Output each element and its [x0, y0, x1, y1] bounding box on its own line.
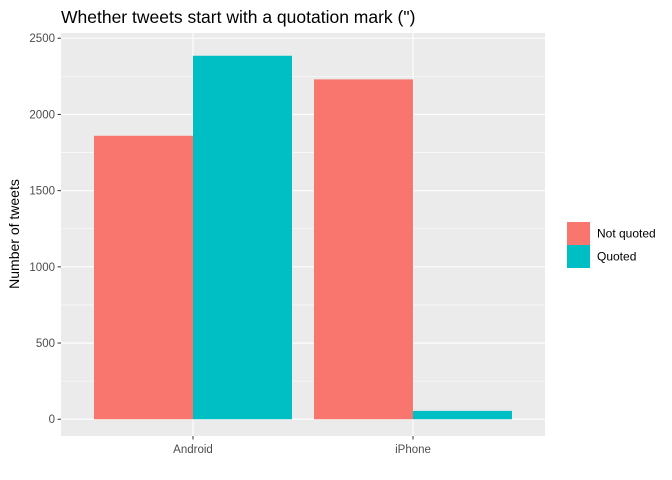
chart-title: Whether tweets start with a quotation ma…: [61, 7, 415, 27]
bar-android-not-quoted: [94, 135, 193, 420]
y-tick-label: 1000: [29, 262, 55, 274]
bar-iphone-quoted: [413, 410, 512, 420]
x-tick-label: Android: [173, 444, 213, 456]
y-tick-label: 2500: [29, 33, 55, 45]
bar-iphone-not-quoted: [314, 79, 413, 420]
y-tick-label: 0: [49, 414, 55, 426]
x-axis: Android iPhone: [173, 436, 431, 456]
y-tick-label: 1500: [29, 186, 55, 198]
y-tick-label: 500: [36, 338, 55, 350]
legend: Not quoted Quoted: [567, 222, 656, 268]
bar-android-quoted: [193, 55, 292, 420]
bars: [94, 55, 512, 420]
y-axis-title: Number of tweets: [6, 179, 22, 289]
y-tick-label: 2000: [29, 109, 55, 121]
legend-key: [567, 222, 590, 245]
x-tick-label: iPhone: [395, 444, 431, 456]
legend-label: Not quoted: [597, 227, 656, 241]
y-axis: 0 500 1000 1500 2000 2500: [29, 33, 61, 426]
legend-key: [567, 245, 590, 268]
legend-label: Quoted: [597, 250, 636, 264]
